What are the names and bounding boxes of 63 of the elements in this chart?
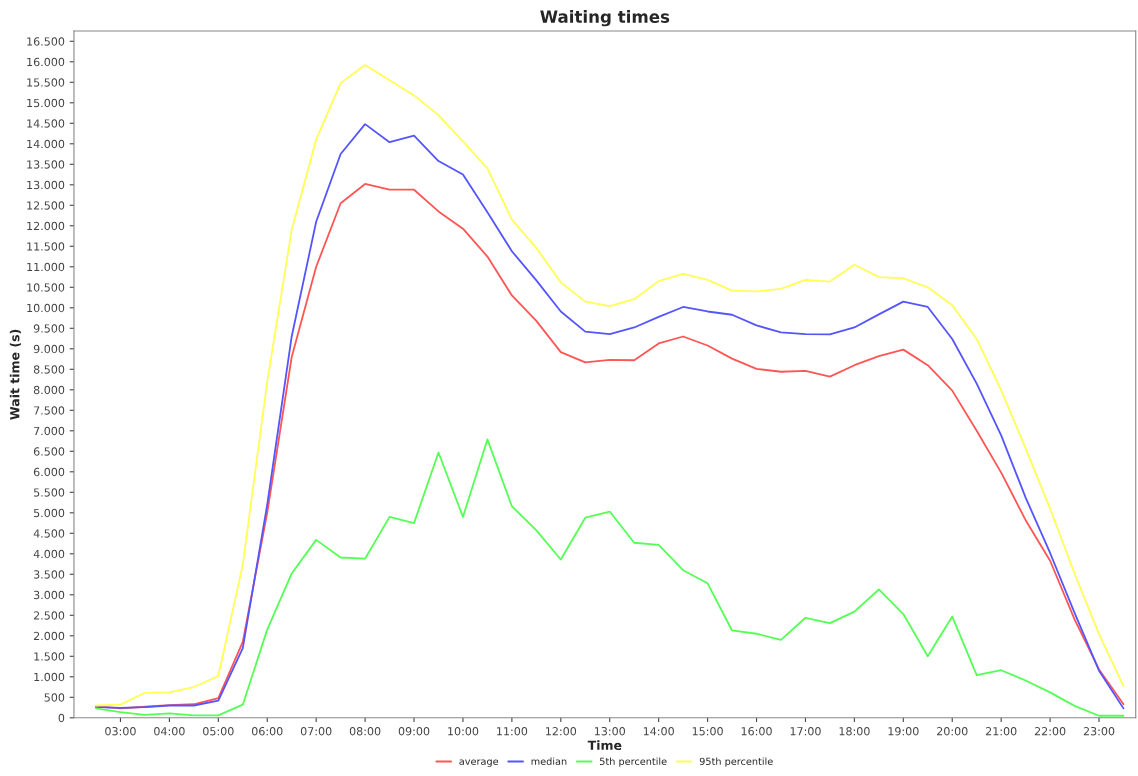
legend-label: average [459,759,499,767]
y-tick-label: 10.500 [27,283,65,292]
y-tick-label: 13.000 [27,180,65,190]
y-tick-label: 15.500 [27,78,65,87]
y-tick-label: 12.500 [27,201,65,210]
y-tick-label: 3.500 [33,570,65,579]
y-tick-label: 7.500 [34,406,65,415]
legend-label: 95th percentile [699,757,773,767]
y-tick-label: 8.500 [33,365,65,374]
y-tick-label: 13.500 [27,160,65,169]
x-tick-label: 03:00 [105,727,136,736]
x-tick-label: 16:00 [741,727,772,736]
x-axis-title: Time [587,740,622,751]
x-tick-label: 17:00 [790,727,821,736]
x-tick-label: 09:00 [398,727,430,736]
y-tick-label: 2.000 [33,631,65,641]
x-tick-label: 20:00 [937,727,968,736]
y-tick-label: 0 [58,713,65,723]
legend-label: 5th percentile [599,757,667,767]
x-tick-label: 05:00 [203,727,234,736]
line-series [95,438,1125,717]
y-tick-label: 11.000 [27,262,65,272]
x-tick-label: 06:00 [251,727,283,736]
x-tick-label: 11:00 [497,727,528,736]
y-tick-label: 4.500 [33,529,65,538]
x-tick-label: 12:00 [546,727,577,736]
y-tick-label: 3.000 [33,590,65,600]
y-axis-title: Wait time (s) [9,329,21,420]
y-tick-label: 15.000 [27,98,65,108]
y-tick-label: 6.000 [33,467,65,477]
y-tick-label: 14.000 [27,139,65,149]
y-tick-label: 10.000 [27,303,65,313]
y-tick-label: 16.500 [27,37,65,46]
y-tick-label: 7.000 [34,426,65,436]
y-tick-label: 2.500 [33,611,65,620]
y-tick-label: 6.500 [33,447,65,456]
y-tick-label: 1.500 [34,652,65,661]
y-tick-label: 500 [44,693,65,702]
y-tick-label: 16.000 [27,57,65,67]
y-tick-label: 14.500 [27,119,65,128]
x-tick-label: 19:00 [888,727,919,736]
x-tick-label: 15:00 [692,727,723,736]
y-tick-label: 4.000 [33,549,65,559]
y-tick-label: 9.500 [33,324,65,333]
y-tick-label: 5.500 [33,488,65,497]
x-tick-label: 07:00 [300,727,332,736]
y-tick-label: 9.000 [33,344,65,354]
legend-label: median [531,757,567,765]
x-tick-label: 21:00 [985,727,1017,736]
chart-title: Waiting times [540,10,670,27]
x-tick-label: 18:00 [839,727,870,736]
x-tick-label: 10:00 [448,727,479,736]
x-tick-label: 08:00 [349,727,381,736]
y-tick-label: 1.000 [34,672,65,682]
x-tick-label: 04:00 [154,727,185,736]
y-tick-label: 8.000 [33,385,65,395]
x-tick-label: 13:00 [594,727,626,736]
y-tick-label: 11.500 [27,242,65,251]
x-tick-label: 23:00 [1083,727,1115,736]
x-tick-label: 14:00 [643,727,674,736]
y-tick-label: 12.000 [27,221,65,231]
x-tick-label: 22:00 [1034,727,1066,736]
y-tick-label: 5.000 [33,508,65,518]
